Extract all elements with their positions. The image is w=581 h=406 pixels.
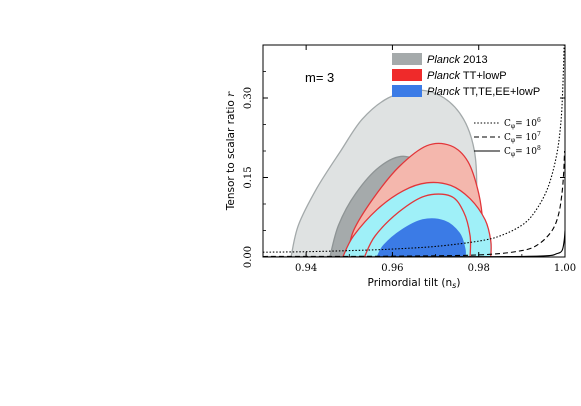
legend: Planck 2013 Planck TT+lowP Planck TT,TE,EE… — [392, 53, 541, 158]
legend-label-1: Planck 2013 — [427, 54, 488, 66]
model-curve-cphi-10000000 — [263, 150, 565, 257]
legend-swatch-3 — [392, 85, 422, 97]
legend-swatch-1 — [392, 53, 422, 65]
legend-swatch-2 — [392, 69, 422, 81]
contour-group — [263, 45, 565, 257]
y-tick-label: 0.30 — [243, 87, 254, 109]
y-tick-label: 0.00 — [243, 246, 254, 268]
legend-label-3: Planck TT,TE,EE+lowP — [427, 86, 540, 98]
axes: 0.94 0.96 0.98 1.00 0.00 0.15 0.30 Primordial t… — [225, 44, 576, 290]
model-curve-cphi-1000000 — [263, 45, 565, 253]
contour-planck-tt-te-ee-lowp-68 — [376, 218, 466, 257]
y-tick-label: 0.15 — [243, 166, 254, 188]
x-tick-label: 1.00 — [554, 263, 576, 274]
x-tick-label: 0.94 — [295, 263, 317, 274]
legend-line-label-cphi-100000000: Cφ= 108 — [504, 145, 541, 158]
legend-line-label-cphi-10000000: Cφ= 107 — [504, 131, 541, 144]
x-tick-label: 0.98 — [468, 263, 490, 274]
y-axis-label: Tensor to scalar ratio r — [225, 91, 237, 211]
x-tick-label: 0.96 — [381, 263, 403, 274]
x-axis-label: Primordial tilt (ns) — [368, 277, 461, 290]
plot-area — [263, 45, 565, 257]
legend-line-label-cphi-1000000: Cφ= 106 — [504, 117, 541, 130]
annotation-m3: m= 3 — [305, 70, 334, 85]
legend-label-2: Planck TT+lowP — [427, 70, 507, 82]
